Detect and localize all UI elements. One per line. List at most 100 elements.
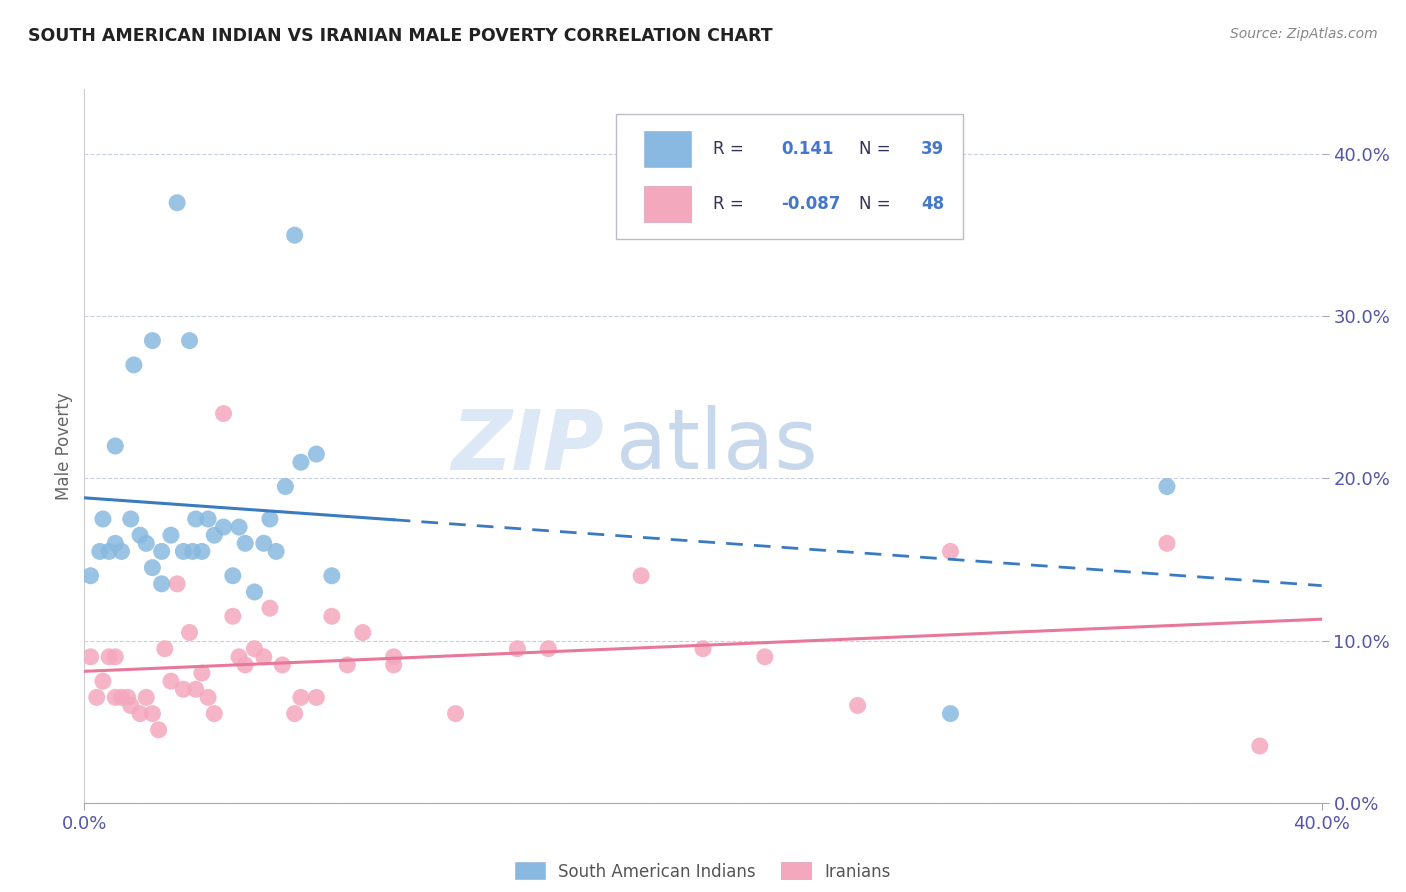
Point: [179, 334, 201, 348]
Point: [141, 334, 163, 348]
Y-axis label: Male Poverty: Male Poverty: [55, 392, 73, 500]
Text: atlas: atlas: [616, 406, 818, 486]
Point: [321, 568, 343, 582]
Point: [110, 690, 132, 705]
Point: [160, 528, 183, 542]
Text: -0.087: -0.087: [780, 195, 841, 213]
Point: [284, 706, 307, 721]
Text: 39: 39: [921, 140, 943, 158]
Point: [305, 690, 328, 705]
Text: R =: R =: [713, 140, 744, 158]
Point: [91, 674, 114, 689]
Point: [243, 585, 266, 599]
Text: 0.141: 0.141: [780, 140, 834, 158]
Point: [166, 577, 188, 591]
Legend: South American Indians, Iranians: South American Indians, Iranians: [509, 855, 897, 888]
Point: [202, 528, 225, 542]
Point: [141, 560, 163, 574]
Point: [284, 228, 307, 243]
Point: [129, 528, 152, 542]
Point: [129, 706, 152, 721]
Point: [89, 544, 111, 558]
Point: [150, 544, 173, 558]
Point: [271, 657, 294, 672]
Point: [122, 358, 145, 372]
Point: [382, 649, 405, 664]
Point: [222, 568, 245, 582]
Point: [98, 649, 121, 664]
Point: [1156, 479, 1178, 493]
Point: [305, 447, 328, 461]
Point: [110, 544, 132, 558]
Point: [117, 690, 139, 705]
Text: N =: N =: [859, 140, 890, 158]
Text: N =: N =: [859, 195, 890, 213]
Point: [135, 536, 157, 550]
Point: [197, 690, 219, 705]
Point: [79, 649, 101, 664]
Point: [382, 657, 405, 672]
Point: [197, 512, 219, 526]
Point: [166, 195, 188, 210]
Point: [259, 512, 281, 526]
Point: [160, 674, 183, 689]
Point: [506, 641, 529, 656]
Point: [104, 690, 127, 705]
Point: [120, 512, 142, 526]
Point: [939, 706, 962, 721]
Point: [1156, 536, 1178, 550]
Point: [191, 666, 214, 681]
Point: [202, 706, 225, 721]
Point: [274, 479, 297, 493]
Point: [259, 601, 281, 615]
Point: [212, 520, 235, 534]
Text: ZIP: ZIP: [451, 406, 605, 486]
Point: [191, 544, 214, 558]
Point: [135, 690, 157, 705]
Point: [212, 407, 235, 421]
Point: [253, 536, 276, 550]
Point: [444, 706, 467, 721]
Point: [352, 625, 374, 640]
Point: [939, 544, 962, 558]
Text: Source: ZipAtlas.com: Source: ZipAtlas.com: [1230, 27, 1378, 41]
Point: [104, 649, 127, 664]
Point: [179, 625, 201, 640]
Text: R =: R =: [713, 195, 744, 213]
Point: [243, 641, 266, 656]
Point: [172, 544, 194, 558]
Text: 48: 48: [921, 195, 943, 213]
FancyBboxPatch shape: [616, 114, 963, 239]
Point: [153, 641, 176, 656]
Point: [104, 536, 127, 550]
FancyBboxPatch shape: [644, 186, 690, 222]
Point: [253, 649, 276, 664]
Point: [336, 657, 359, 672]
Text: SOUTH AMERICAN INDIAN VS IRANIAN MALE POVERTY CORRELATION CHART: SOUTH AMERICAN INDIAN VS IRANIAN MALE PO…: [28, 27, 773, 45]
Point: [290, 455, 312, 469]
Point: [228, 649, 250, 664]
Point: [141, 706, 163, 721]
Point: [86, 690, 108, 705]
FancyBboxPatch shape: [644, 131, 690, 167]
Point: [172, 682, 194, 697]
Point: [150, 577, 173, 591]
Point: [537, 641, 560, 656]
Point: [692, 641, 714, 656]
Point: [630, 568, 652, 582]
Point: [148, 723, 170, 737]
Point: [222, 609, 245, 624]
Point: [264, 544, 287, 558]
Point: [1249, 739, 1271, 753]
Point: [104, 439, 127, 453]
Point: [233, 536, 256, 550]
Point: [290, 690, 312, 705]
Point: [233, 657, 256, 672]
Point: [228, 520, 250, 534]
Point: [846, 698, 869, 713]
Point: [184, 682, 207, 697]
Point: [754, 649, 776, 664]
Point: [181, 544, 204, 558]
Point: [321, 609, 343, 624]
Point: [79, 568, 101, 582]
